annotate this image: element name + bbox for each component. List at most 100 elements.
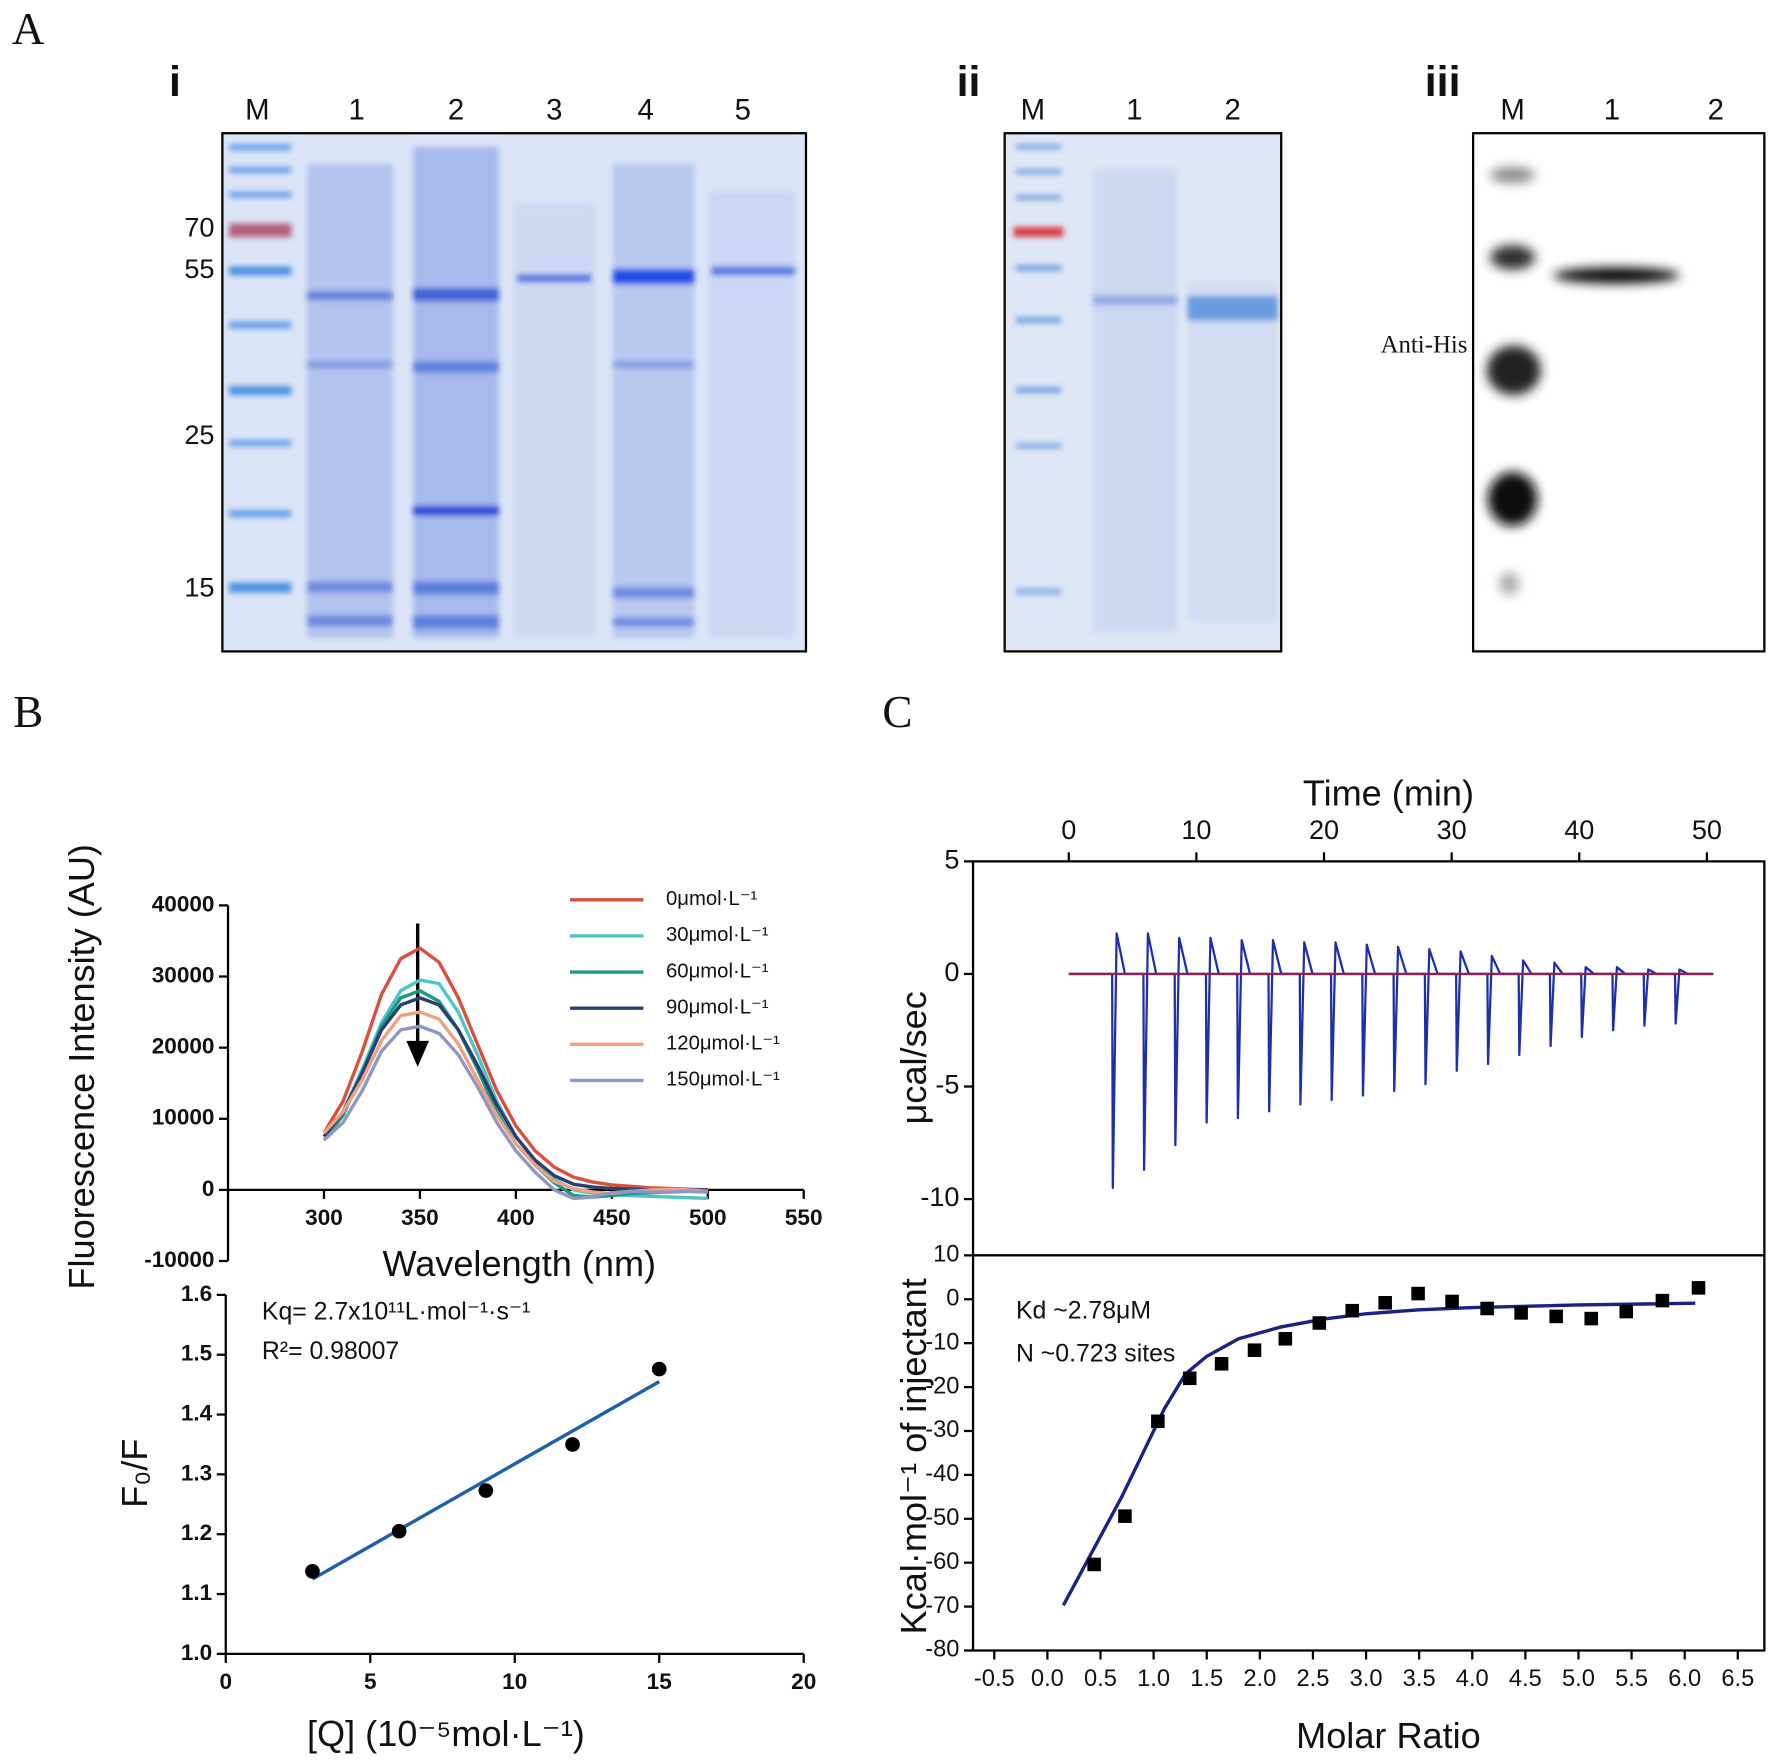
y-tick-label: -10000: [144, 1247, 214, 1272]
x-tick-label: 5.5: [1615, 1666, 1648, 1692]
point: [1514, 1306, 1528, 1320]
point: [1087, 1557, 1101, 1572]
x-tick-label: 450: [593, 1205, 631, 1230]
x-tick-label: 300: [305, 1205, 343, 1230]
y-tick-label: 10000: [152, 1105, 215, 1130]
marker-label: 70: [184, 211, 214, 242]
x-tick-label: 20: [1309, 814, 1339, 845]
x-tick-label: 0.5: [1084, 1666, 1117, 1692]
y-tick-label: 1.3: [181, 1460, 212, 1485]
y-tick-label: -60: [925, 1549, 959, 1575]
x-tick-label: 350: [401, 1205, 439, 1230]
point: [1549, 1309, 1563, 1324]
lane-label: 1: [1604, 94, 1620, 127]
plot-frame: [971, 1254, 1766, 1652]
point: [1247, 1343, 1262, 1357]
marker-label: 15: [184, 571, 214, 602]
gel-title: ii: [957, 58, 981, 106]
plot-frame: [971, 860, 1766, 1257]
x-axis-label: Wavelength (nm): [382, 1243, 656, 1284]
point: [1691, 1281, 1706, 1295]
y-tick-label: -30: [925, 1417, 959, 1443]
panel-label: C: [882, 687, 912, 737]
x-tick-label: 50: [1692, 814, 1722, 845]
point: [1151, 1414, 1165, 1429]
x-tick-label: -0.5: [974, 1666, 1015, 1692]
y-tick-label: 1.2: [181, 1520, 212, 1545]
x-tick-label: 550: [785, 1205, 823, 1230]
point: [1278, 1332, 1293, 1346]
point: [1584, 1311, 1598, 1326]
series-line: [322, 1010, 708, 1196]
y-tick-label: 1.5: [181, 1341, 212, 1366]
y-tick-label: 40000: [152, 891, 215, 916]
y-tick-label: 1.6: [181, 1281, 212, 1306]
y-axis-label: μcal/sec: [893, 991, 934, 1124]
lane-label: 5: [735, 94, 751, 127]
x-axis-label: Molar Ratio: [1296, 1715, 1481, 1756]
x-tick-label: 3.0: [1350, 1666, 1383, 1692]
point: [1619, 1304, 1634, 1319]
point: [391, 1523, 407, 1539]
x-tick-label: 6.5: [1721, 1666, 1754, 1692]
x-tick-label: 1.5: [1190, 1666, 1223, 1692]
lane-label: 2: [1225, 94, 1241, 127]
point: [1411, 1286, 1425, 1301]
y-tick-label: 0: [944, 956, 959, 987]
legend-label: 120μmol·L⁻¹: [666, 1033, 780, 1055]
annotation: N ~0.723 sites: [1016, 1340, 1175, 1367]
x-tick-label: 6.0: [1668, 1666, 1701, 1692]
series-line: [322, 946, 708, 1192]
x-tick-label: 30: [1437, 814, 1467, 845]
marker-label: 55: [184, 253, 214, 284]
point: [1345, 1303, 1360, 1318]
y-axis-label: Kcal·mol⁻¹ of injectant: [893, 1278, 934, 1634]
x-tick-label: 0.0: [1031, 1666, 1064, 1692]
x-tick-label: 40: [1564, 814, 1594, 845]
quench-arrow: [406, 923, 429, 1067]
legend-label: 0μmol·L⁻¹: [666, 888, 757, 910]
y-tick-label: 10: [933, 1242, 959, 1268]
y-tick-label: -50: [925, 1505, 959, 1531]
gel-image: [221, 132, 808, 653]
x-tick-label: 400: [497, 1205, 535, 1230]
annotation: Kd ~2.78μM: [1016, 1297, 1151, 1324]
x-tick-label: 3.5: [1403, 1666, 1436, 1692]
series-line: [322, 978, 708, 1201]
y-tick-label: -80: [925, 1637, 959, 1663]
point: [478, 1483, 494, 1498]
point: [565, 1437, 580, 1452]
point: [1182, 1371, 1197, 1386]
y-axis-label: Fluorescence Intensity (AU): [61, 844, 102, 1290]
y-tick-label: 30000: [152, 962, 215, 987]
x-tick-label: 0: [219, 1669, 232, 1694]
lane-label: 1: [1126, 94, 1142, 127]
point: [1480, 1301, 1494, 1316]
y-axis-label: F₀/F: [114, 1439, 155, 1508]
lane-label: 4: [638, 94, 654, 127]
panel-label: A: [12, 4, 45, 54]
marker-label: 25: [184, 419, 214, 450]
x-tick-label: 20: [791, 1669, 816, 1694]
lane-label: 3: [546, 94, 562, 127]
point: [1655, 1293, 1670, 1308]
fit-line: [311, 1380, 661, 1581]
legend-label: 30μmol·L⁻¹: [666, 924, 769, 946]
annotation: R²= 0.98007: [262, 1338, 399, 1365]
x-tick-label: 5: [364, 1669, 377, 1694]
x-tick-label: 15: [647, 1669, 672, 1694]
point: [1118, 1509, 1132, 1523]
point: [1378, 1296, 1392, 1310]
x-tick-label: 1.0: [1137, 1666, 1170, 1692]
y-tick-label: -10: [920, 1181, 959, 1212]
y-tick-label: 0: [202, 1176, 215, 1201]
x-tick-label: 4.5: [1509, 1666, 1542, 1692]
legend-label: 60μmol·L⁻¹: [666, 960, 769, 982]
y-tick-label: -20: [925, 1373, 959, 1399]
point: [1445, 1294, 1459, 1309]
x-tick-label: 10: [1181, 814, 1211, 845]
panel-label: B: [13, 687, 43, 737]
annotation: Kq= 2.7x10¹¹L·mol⁻¹·s⁻¹: [262, 1299, 530, 1326]
x-tick-label: 0: [1061, 814, 1076, 845]
